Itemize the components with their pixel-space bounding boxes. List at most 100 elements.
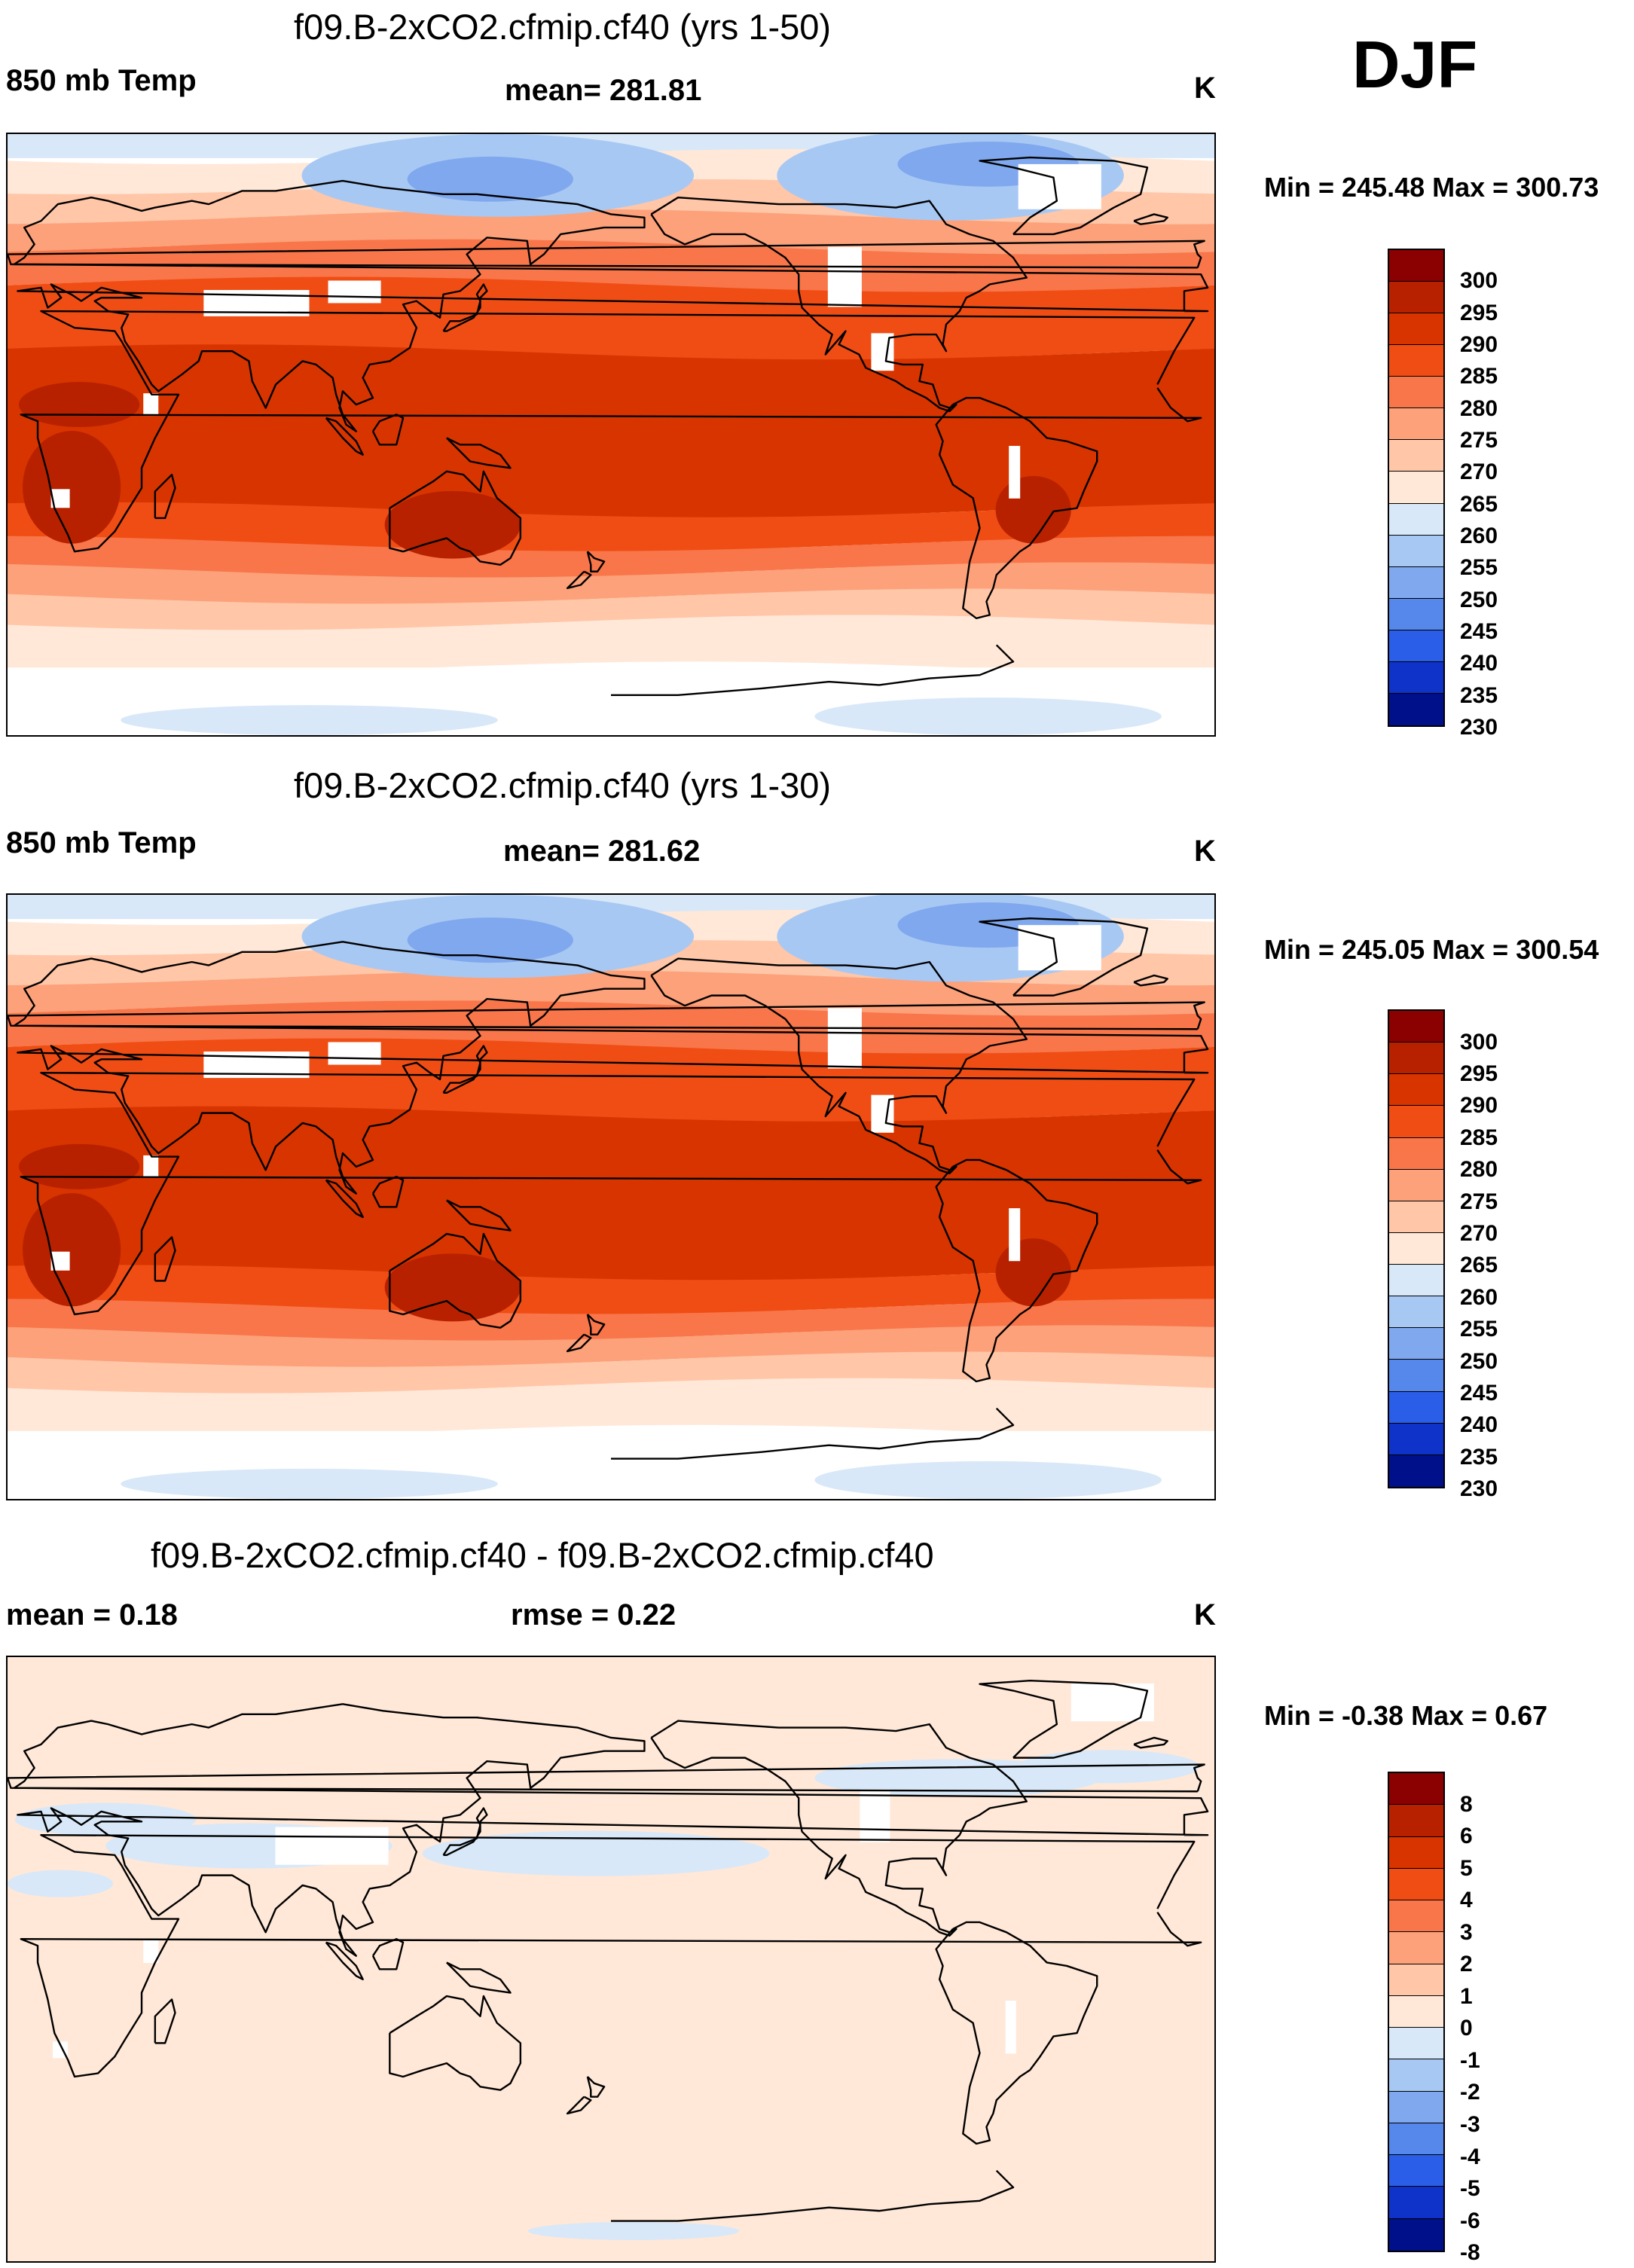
colorbar-swatch (1389, 1201, 1443, 1233)
panel-1-variable-label: 850 mb Temp (6, 64, 197, 97)
panel-3-minmax: Min = -0.38 Max = 0.67 (1264, 1700, 1548, 1731)
colorbar-tick-label: 4 (1460, 1888, 1473, 1913)
colorbar-swatch (1389, 503, 1443, 536)
colorbar-tick-label: 280 (1460, 1157, 1498, 1183)
colorbar-tick-label: 255 (1460, 555, 1498, 581)
colorbar-swatch (1389, 1836, 1443, 1869)
colorbar-tick-label: 250 (1460, 1348, 1498, 1374)
colorbar-swatch (1389, 630, 1443, 662)
colorbar-tick-label: 3 (1460, 1919, 1473, 1945)
colorbar-swatch (1389, 2155, 1443, 2187)
colorbar-tick-label: 235 (1460, 682, 1498, 708)
colorbar-swatch (1389, 693, 1443, 725)
colorbar-tick-label: 240 (1460, 651, 1498, 676)
panel-2-mean-label: mean= 281.62 (503, 835, 701, 868)
colorbar-swatch (1389, 408, 1443, 441)
colorbar-swatch (1389, 2059, 1443, 2092)
colorbar-swatch (1389, 2187, 1443, 2219)
colorbar-swatch (1389, 1169, 1443, 1201)
panel-3-map-plot (8, 1657, 1214, 2261)
colorbar-swatch (1389, 1900, 1443, 1933)
colorbar-swatch (1389, 1232, 1443, 1265)
panel-1-mean-label: mean= 281.81 (505, 74, 702, 107)
colorbar-tick-label: 285 (1460, 1125, 1498, 1150)
colorbar-tick-label: 300 (1460, 1029, 1498, 1055)
colorbar-swatch (1389, 1932, 1443, 1964)
panel-3-colorbar (1388, 1772, 1445, 2252)
colorbar-swatch (1389, 2091, 1443, 2123)
colorbar-swatch (1389, 1265, 1443, 1297)
panel-3-title: f09.B-2xCO2.cfmip.cf40 - f09.B-2xCO2.cfm… (151, 1535, 934, 1575)
colorbar-swatch (1389, 1868, 1443, 1901)
panel-2-minmax: Min = 245.05 Max = 300.54 (1264, 934, 1599, 965)
colorbar-tick-label: 245 (1460, 619, 1498, 645)
panel-2-map-plot (8, 895, 1214, 1499)
colorbar-swatch (1389, 250, 1443, 282)
colorbar-swatch (1389, 282, 1443, 314)
colorbar-swatch (1389, 1042, 1443, 1075)
panel-1-colorbar (1388, 249, 1445, 727)
colorbar-tick-label: 275 (1460, 428, 1498, 453)
colorbar-tick-label: 270 (1460, 1220, 1498, 1246)
colorbar-swatch (1389, 2028, 1443, 2060)
colorbar-swatch (1389, 1964, 1443, 1996)
colorbar-tick-label: 245 (1460, 1380, 1498, 1406)
colorbar-swatch (1389, 1360, 1443, 1392)
colorbar-swatch (1389, 1296, 1443, 1329)
colorbar-swatch (1389, 2123, 1443, 2156)
colorbar-swatch (1389, 535, 1443, 567)
season-label: DJF (1352, 27, 1478, 102)
colorbar-swatch (1389, 440, 1443, 472)
colorbar-swatch (1389, 1328, 1443, 1360)
panel-3-units-label: K (1194, 1598, 1216, 1632)
panel-1-map (6, 133, 1216, 737)
colorbar-tick-label: 265 (1460, 491, 1498, 517)
panel-3-rmse-label: rmse = 0.22 (511, 1598, 677, 1632)
colorbar-swatch (1389, 313, 1443, 346)
colorbar-tick-label: 250 (1460, 587, 1498, 612)
colorbar-tick-label: 295 (1460, 300, 1498, 325)
colorbar-tick-label: 260 (1460, 1284, 1498, 1310)
colorbar-swatch (1389, 1391, 1443, 1424)
panel-2-variable-label: 850 mb Temp (6, 826, 197, 859)
colorbar-swatch (1389, 1423, 1443, 1455)
colorbar-tick-label: -4 (1460, 2144, 1480, 2169)
colorbar-swatch (1389, 1773, 1443, 1806)
colorbar-swatch (1389, 1805, 1443, 1837)
colorbar-swatch (1389, 2218, 1443, 2251)
panel-3-map (6, 1656, 1216, 2263)
colorbar-tick-label: 290 (1460, 332, 1498, 358)
colorbar-tick-label: 2 (1460, 1952, 1473, 1977)
colorbar-tick-label: 240 (1460, 1412, 1498, 1438)
colorbar-swatch (1389, 472, 1443, 504)
colorbar-tick-label: -1 (1460, 2047, 1480, 2073)
colorbar-swatch (1389, 661, 1443, 694)
colorbar-swatch (1389, 377, 1443, 409)
colorbar-tick-label: -6 (1460, 2208, 1480, 2233)
colorbar-swatch (1389, 1106, 1443, 1138)
colorbar-tick-label: 230 (1460, 715, 1498, 740)
colorbar-tick-label: 265 (1460, 1253, 1498, 1278)
colorbar-tick-label: 270 (1460, 459, 1498, 485)
colorbar-tick-label: -2 (1460, 2080, 1480, 2105)
colorbar-tick-label: 275 (1460, 1189, 1498, 1214)
colorbar-tick-label: 0 (1460, 2016, 1473, 2041)
panel-2-map (6, 893, 1216, 1500)
colorbar-tick-label: 260 (1460, 524, 1498, 549)
colorbar-swatch (1389, 345, 1443, 377)
panel-1-map-plot (8, 134, 1214, 735)
panel-1-title: f09.B-2xCO2.cfmip.cf40 (yrs 1-50) (294, 7, 832, 47)
colorbar-swatch (1389, 1995, 1443, 2028)
colorbar-tick-label: 5 (1460, 1855, 1473, 1881)
colorbar-tick-label: -8 (1460, 2240, 1480, 2266)
colorbar-tick-label: 6 (1460, 1824, 1473, 1849)
colorbar-swatch (1389, 1011, 1443, 1043)
panel-2-colorbar (1388, 1009, 1445, 1488)
colorbar-tick-label: 8 (1460, 1791, 1473, 1817)
colorbar-tick-label: -3 (1460, 2111, 1480, 2137)
colorbar-tick-label: 285 (1460, 364, 1498, 389)
panel-3-mean-label: mean = 0.18 (6, 1598, 178, 1632)
colorbar-tick-label: 295 (1460, 1061, 1498, 1086)
colorbar-tick-label: 255 (1460, 1317, 1498, 1342)
colorbar-swatch (1389, 598, 1443, 630)
